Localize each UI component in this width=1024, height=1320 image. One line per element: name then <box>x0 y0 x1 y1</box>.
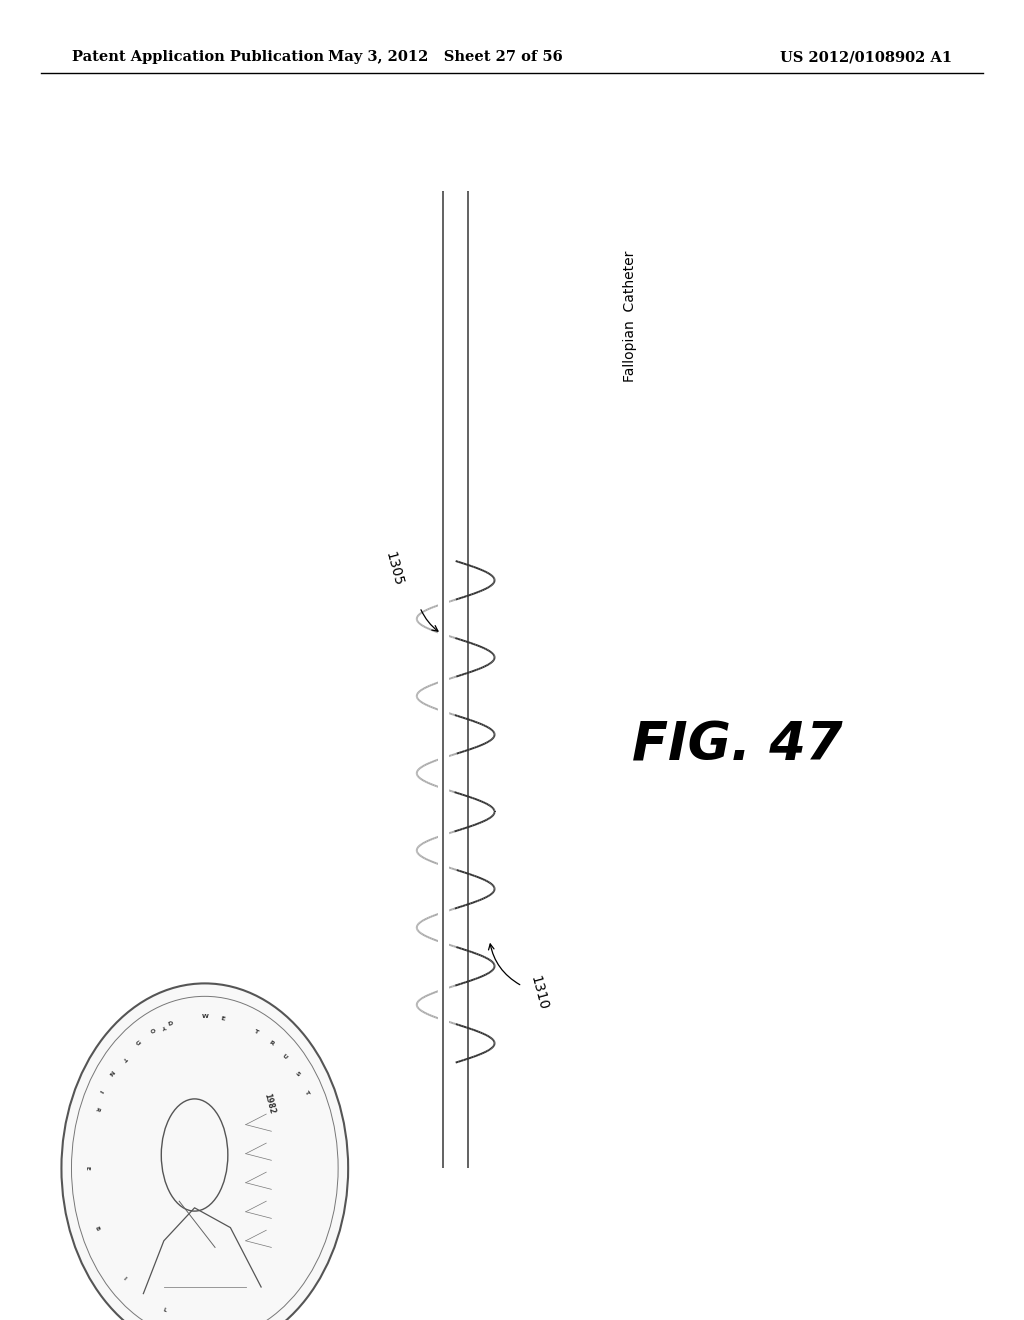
Text: L: L <box>162 1308 167 1313</box>
Text: B: B <box>94 1225 100 1232</box>
Text: U: U <box>282 1053 289 1061</box>
Text: May 3, 2012   Sheet 27 of 56: May 3, 2012 Sheet 27 of 56 <box>328 50 563 65</box>
Text: G: G <box>135 1039 142 1047</box>
Text: 1305: 1305 <box>383 550 406 587</box>
Text: T: T <box>253 1028 259 1035</box>
Circle shape <box>61 983 348 1320</box>
Text: R: R <box>267 1040 274 1047</box>
Text: E: E <box>220 1015 225 1022</box>
Text: Y: Y <box>162 1023 167 1028</box>
Text: I: I <box>122 1276 127 1280</box>
Text: 1310: 1310 <box>527 974 550 1011</box>
Text: R: R <box>94 1105 100 1111</box>
Text: E: E <box>85 1167 90 1170</box>
Text: Fallopian  Catheter: Fallopian Catheter <box>623 251 637 383</box>
Text: FIG. 47: FIG. 47 <box>632 719 843 772</box>
Text: W: W <box>202 1014 208 1019</box>
Text: US 2012/0108902 A1: US 2012/0108902 A1 <box>780 50 952 65</box>
Text: S: S <box>293 1071 300 1077</box>
Text: 1982: 1982 <box>262 1092 276 1115</box>
Text: I: I <box>100 1090 105 1094</box>
Text: N: N <box>110 1071 117 1077</box>
Text: Patent Application Publication: Patent Application Publication <box>72 50 324 65</box>
Text: T: T <box>121 1055 127 1061</box>
Text: O: O <box>151 1028 158 1035</box>
Text: D: D <box>167 1020 173 1027</box>
Text: T: T <box>303 1089 310 1096</box>
